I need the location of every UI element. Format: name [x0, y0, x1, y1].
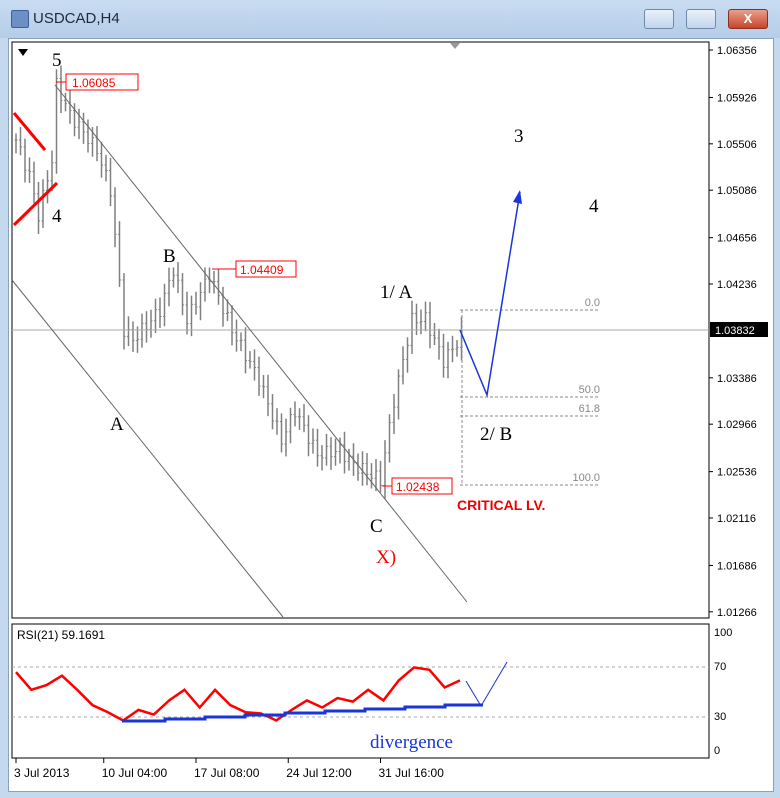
time-tick-label: 24 Jul 12:00: [286, 766, 352, 780]
dropdown-arrow-icon[interactable]: [18, 49, 28, 56]
rsi-tick-70: 70: [714, 661, 726, 673]
chart-window-icon: [11, 10, 29, 28]
wave-5: 5: [52, 50, 62, 71]
fib-100: 100.0: [572, 472, 600, 484]
price-tick-label: 1.05086: [717, 185, 757, 197]
wave-b: B: [163, 246, 176, 267]
rsi-tick-100: 100: [714, 627, 732, 639]
chart-area[interactable]: [8, 38, 774, 792]
rsi-line: [15, 666, 461, 722]
rsi-tick-0: 0: [714, 745, 720, 757]
channel-upper-line: [54, 84, 468, 603]
window-title: USDCAD,H4: [33, 10, 120, 27]
wave-2b: 2/ B: [480, 424, 512, 445]
price-tick-label: 1.06356: [717, 45, 757, 57]
fib-0: 0.0: [585, 297, 600, 309]
wedge-lower-line: [12, 181, 59, 227]
maximize-button[interactable]: [686, 9, 716, 29]
price-tick-label: 1.05506: [717, 139, 757, 151]
channel-lower-line: [11, 279, 284, 618]
price-tick-label: 1.02116: [717, 513, 756, 525]
fib-618: 61.8: [579, 403, 600, 415]
wave-4: 4: [52, 206, 62, 227]
time-tick-label: 17 Jul 08:00: [194, 766, 260, 780]
price-tick-label: 1.02536: [717, 467, 757, 479]
price-bars: [14, 65, 463, 499]
price-tick-label: 1.04236: [717, 279, 757, 291]
price-tick-label: 1.05926: [717, 92, 757, 104]
wave-a: A: [110, 414, 124, 435]
price-tick-label: 1.03386: [717, 373, 757, 385]
title-bar: USDCAD,H4 X: [0, 0, 780, 38]
price-tick-label: 1.01686: [717, 560, 757, 572]
wave-3: 3: [514, 126, 524, 147]
shift-marker-icon[interactable]: [450, 43, 460, 49]
divergence-line: [122, 703, 483, 723]
fibonacci-retracement[interactable]: [460, 309, 600, 486]
wave-1a: 1/ A: [380, 282, 412, 303]
time-tick-label: 31 Jul 16:00: [379, 766, 445, 780]
wave-x: X): [376, 547, 396, 568]
time-tick-label: 3 Jul 2013: [14, 766, 70, 780]
minimize-button[interactable]: [644, 9, 674, 29]
rsi-projection-arrow: [465, 661, 508, 707]
rsi-tick-30: 30: [714, 711, 726, 723]
divergence-label: divergence: [370, 732, 453, 753]
price-tick-label: 1.01266: [717, 607, 757, 619]
wave-c: C: [370, 516, 383, 537]
current-price-box: [710, 322, 768, 337]
tag-low: 1.02438: [396, 480, 440, 494]
time-tick-label: 10 Jul 04:00: [102, 766, 168, 780]
projection-arrow: [459, 191, 521, 398]
rsi-panel: [11, 623, 710, 759]
current-price: 1.03832: [715, 325, 755, 337]
tag-b-high: 1.04409: [240, 263, 284, 277]
price-tick-label: 1.02966: [717, 419, 757, 431]
price-tick-label: 1.04656: [717, 233, 757, 245]
rsi-label: RSI(21) 59.1691: [17, 628, 105, 642]
tag-high: 1.06085: [72, 76, 116, 90]
wave-4-right: 4: [589, 196, 599, 217]
critical-level-label: CRITICAL LV.: [457, 497, 545, 513]
arrow-head-icon: [513, 190, 522, 204]
close-button[interactable]: X: [728, 9, 768, 29]
fib-50: 50.0: [579, 384, 600, 396]
wedge-upper-line: [12, 112, 47, 151]
